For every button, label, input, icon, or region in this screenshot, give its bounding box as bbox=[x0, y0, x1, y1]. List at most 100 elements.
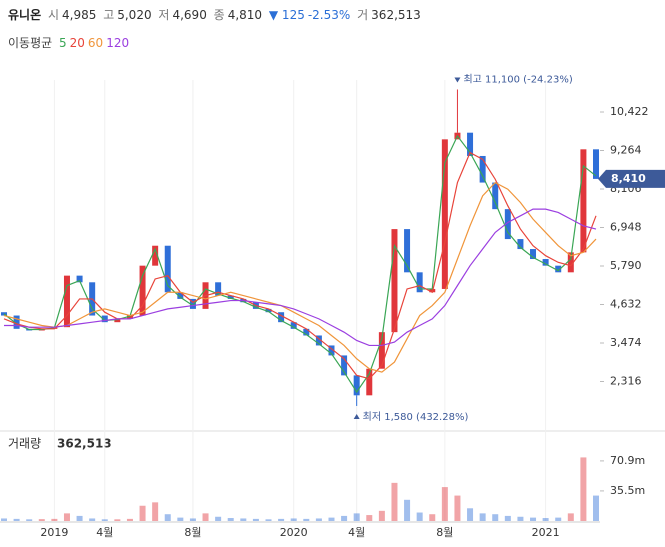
volume-bar bbox=[189, 518, 196, 521]
volume-bar bbox=[139, 505, 146, 521]
volume-bar bbox=[530, 517, 537, 521]
candle bbox=[530, 249, 537, 260]
y-tick-label: 9,264 bbox=[610, 144, 642, 157]
volume-tick-label: 35.5m bbox=[610, 484, 645, 497]
candle bbox=[366, 368, 373, 396]
candle bbox=[567, 252, 574, 273]
x-tick-label: 4월 bbox=[96, 526, 113, 539]
quote-label: 종 bbox=[213, 8, 225, 22]
quote-value: 5,020 bbox=[117, 8, 152, 22]
quote-bar: 유니온 시 4,985 고 5,020 저 4,690 종 4,810 ▼ 125 -2.… bbox=[8, 6, 424, 23]
volume-bar bbox=[51, 518, 58, 521]
high-label: 최고 11,100 (-24.23%) bbox=[463, 73, 572, 85]
quote-label: 저 bbox=[158, 8, 170, 22]
x-tick-label: 2020 bbox=[280, 526, 308, 539]
candle bbox=[517, 239, 524, 250]
volume-bar bbox=[454, 495, 461, 521]
candle bbox=[76, 275, 83, 283]
volume-title: 거래량 bbox=[8, 437, 41, 451]
volume-bar bbox=[177, 517, 184, 521]
volume-bar bbox=[404, 499, 411, 521]
candle bbox=[114, 318, 121, 323]
volume-bar bbox=[76, 515, 83, 521]
candle bbox=[341, 355, 348, 376]
candle bbox=[13, 315, 20, 329]
candle bbox=[227, 295, 234, 299]
volume-bar bbox=[63, 513, 70, 521]
candle bbox=[152, 245, 159, 266]
y-tick-label: 4,632 bbox=[610, 298, 642, 311]
ma-line bbox=[3, 134, 597, 394]
volume-bar bbox=[441, 487, 448, 521]
candle bbox=[378, 332, 385, 369]
volume-bar bbox=[152, 502, 159, 521]
candle bbox=[404, 229, 411, 273]
volume-bar bbox=[252, 518, 259, 521]
volume-bar bbox=[202, 513, 209, 521]
candle bbox=[441, 139, 448, 289]
candle bbox=[504, 209, 511, 240]
y-tick-label: 2,316 bbox=[610, 374, 642, 387]
quote-value: 362,513 bbox=[371, 8, 421, 22]
legend-entry: 5 bbox=[59, 36, 67, 50]
volume-bar bbox=[227, 518, 234, 521]
volume-bar bbox=[265, 519, 272, 521]
candle bbox=[467, 132, 474, 156]
ma-line bbox=[3, 181, 597, 373]
quote-label: 거 bbox=[357, 8, 369, 22]
ma-line bbox=[3, 151, 597, 380]
volume-bar bbox=[215, 516, 222, 521]
volume-bar bbox=[479, 513, 486, 521]
candle bbox=[1, 312, 7, 316]
volume-bar bbox=[1, 518, 7, 521]
volume-bar bbox=[38, 519, 45, 521]
candle bbox=[479, 155, 486, 183]
quote-value: 4,690 bbox=[172, 8, 207, 22]
change: ▼ 125 bbox=[268, 8, 305, 22]
volume-bar bbox=[416, 512, 423, 521]
volume-bar bbox=[593, 495, 599, 521]
candle bbox=[542, 259, 549, 266]
candle bbox=[164, 245, 171, 293]
volume-bar bbox=[555, 517, 562, 521]
quote-label: 시 bbox=[47, 8, 59, 22]
candle bbox=[580, 149, 587, 253]
x-tick-label: 2021 bbox=[532, 526, 560, 539]
candle bbox=[391, 229, 398, 333]
y-tick-label: 10,422 bbox=[610, 105, 649, 118]
candle bbox=[278, 312, 285, 323]
volume-bar bbox=[164, 514, 171, 521]
candle bbox=[303, 328, 310, 336]
volume-bar bbox=[467, 508, 474, 521]
volume-bar bbox=[504, 515, 511, 521]
volume-bar bbox=[517, 516, 524, 521]
volume-bar bbox=[567, 513, 574, 521]
x-tick-label: 2019 bbox=[40, 526, 68, 539]
volume-bar bbox=[378, 510, 385, 521]
volume-bar bbox=[391, 482, 398, 521]
candle bbox=[189, 298, 196, 309]
volume-bar bbox=[114, 519, 121, 521]
candle bbox=[315, 335, 322, 346]
candle bbox=[555, 265, 562, 273]
change-pct: -2.53% bbox=[307, 8, 351, 22]
legend-entry: 20 bbox=[69, 36, 85, 50]
volume-bar bbox=[290, 518, 297, 521]
legend-entry: 120 bbox=[106, 36, 130, 50]
quote-value: 4,810 bbox=[227, 8, 263, 22]
x-tick-label: 4월 bbox=[348, 526, 365, 539]
volume-last: 362,513 bbox=[57, 437, 112, 451]
candle bbox=[492, 182, 499, 210]
volume-bar bbox=[126, 518, 133, 521]
volume-bar bbox=[542, 518, 549, 521]
last-price-tag bbox=[598, 169, 665, 188]
volume-bar bbox=[278, 518, 285, 521]
candle bbox=[101, 315, 108, 323]
candle bbox=[63, 275, 70, 328]
volume-bar bbox=[429, 514, 436, 521]
candle bbox=[126, 315, 133, 319]
last-price-label: 8,410 bbox=[611, 172, 646, 185]
x-tick-label: 8월 bbox=[436, 526, 453, 539]
